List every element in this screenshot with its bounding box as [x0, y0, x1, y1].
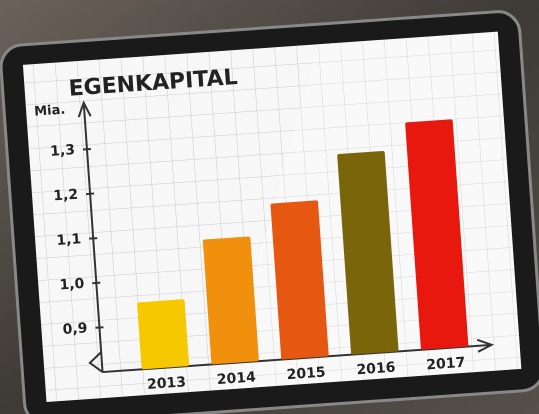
bar [202, 236, 259, 365]
x-tick-label: 2013 [147, 374, 187, 393]
x-tick-label: 2016 [356, 360, 396, 379]
bar [405, 119, 469, 350]
y-tick [95, 326, 104, 329]
y-tick [86, 192, 95, 196]
y-tick-label: 1,0 [59, 276, 85, 294]
x-tick-label: 2015 [286, 365, 326, 384]
x-tick-label: 2014 [216, 369, 256, 388]
y-tick-label: 1,3 [50, 142, 76, 160]
bar [137, 299, 190, 370]
y-tick-label: 0,9 [62, 320, 88, 338]
y-tick [92, 281, 101, 285]
y-tick [82, 147, 92, 151]
y-axis-label: Mia. [34, 103, 66, 120]
bar [270, 200, 329, 360]
y-tick [89, 237, 98, 240]
bar [337, 150, 399, 355]
y-tick-label: 1,1 [56, 231, 82, 249]
y-tick-label: 1,2 [53, 187, 79, 205]
x-tick-label: 2017 [426, 355, 466, 374]
